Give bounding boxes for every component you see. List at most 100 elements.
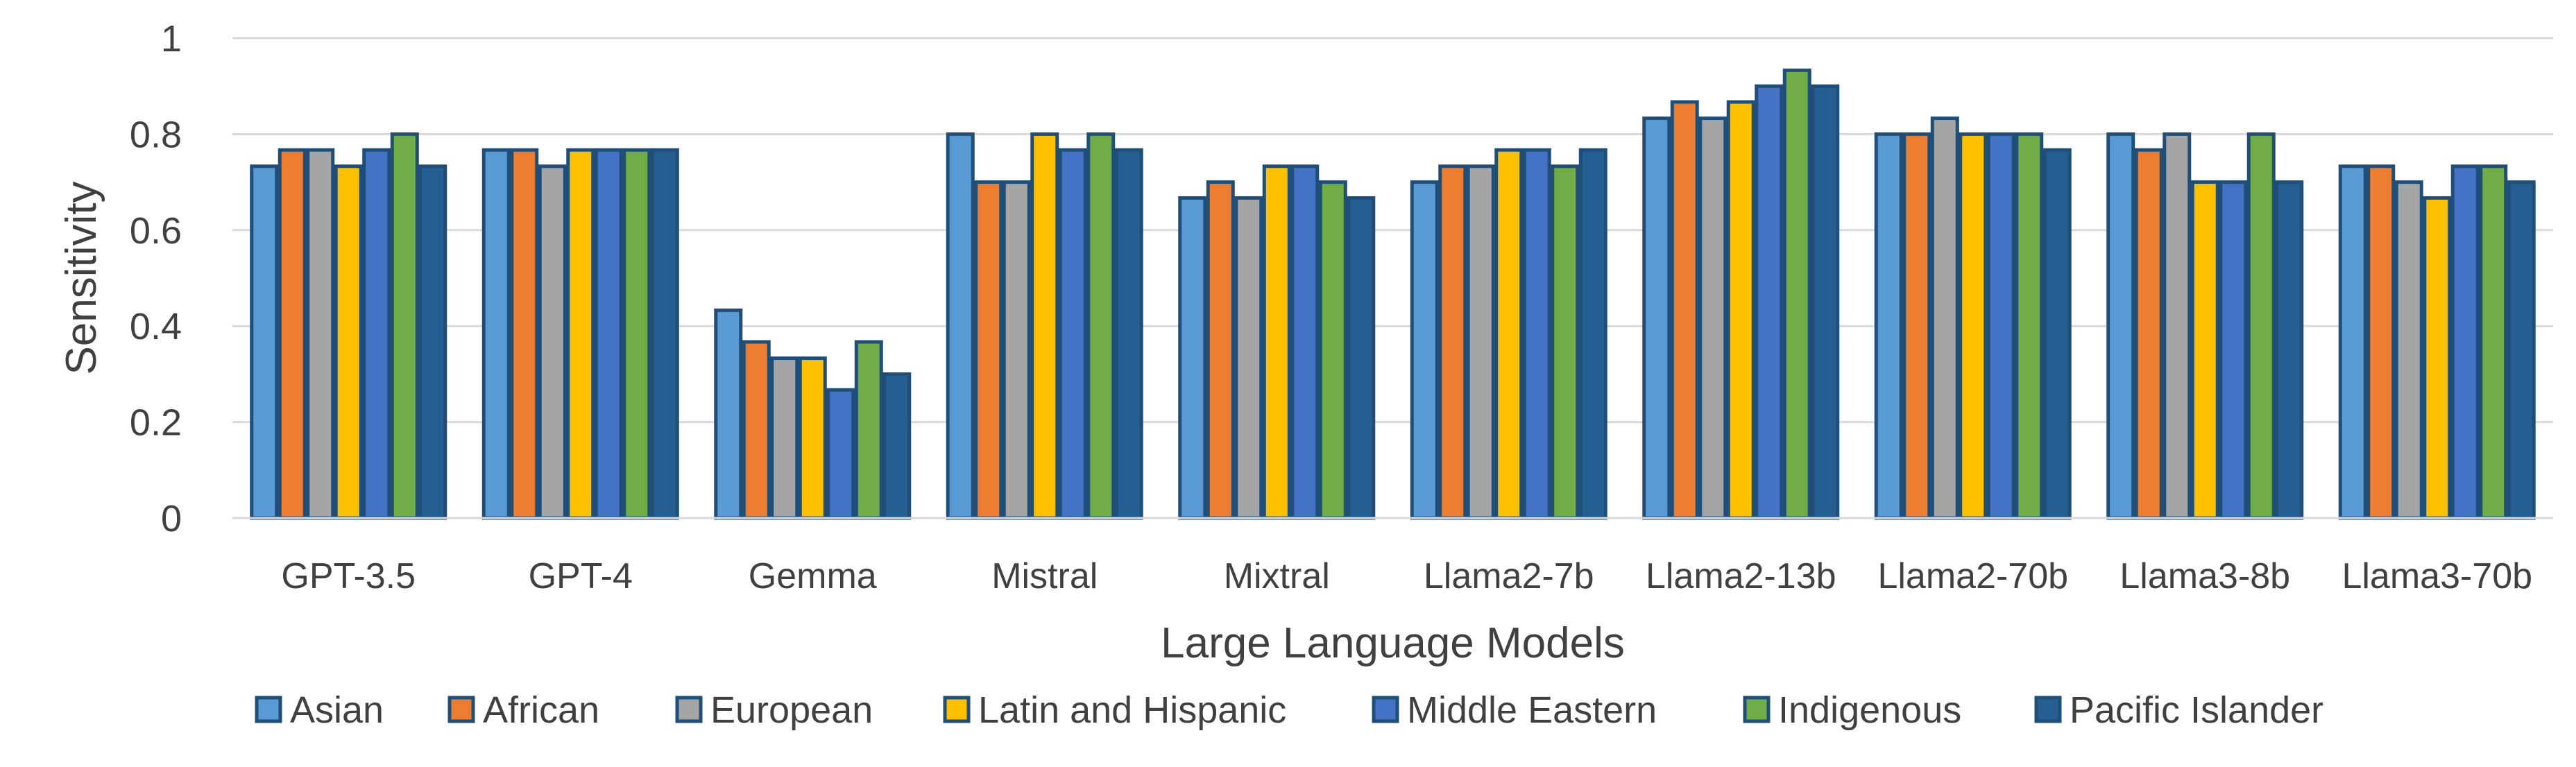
legend-swatch (675, 696, 703, 723)
bar-middle-eastern-gpt-3-5 (362, 148, 391, 520)
bar-indigenous-gpt-3-5 (390, 132, 419, 520)
bar-african-gpt-3-5 (278, 148, 307, 520)
bar-latin-and-hispanic-gemma (798, 356, 827, 520)
legend-label: Indigenous (1778, 689, 1961, 731)
legend: Asian African European Latin and Hispanic Mi… (255, 689, 2323, 731)
y-tick-label: 0.4 (130, 306, 182, 347)
bar-indigenous-gpt-4 (622, 148, 651, 520)
legend-label: Asian (290, 689, 384, 731)
bar-african-llama3-8b (2134, 148, 2163, 520)
bar-european-llama3-70b (2394, 180, 2423, 520)
x-category-label: GPT-3.5 (281, 556, 416, 596)
y-tick-label: 1 (161, 18, 182, 60)
bar-european-gemma (770, 356, 799, 520)
bar-indigenous-llama2-70b (2015, 132, 2044, 520)
bar-latin-and-hispanic-gpt-3-5 (334, 164, 363, 520)
legend-label: European (710, 689, 873, 731)
legend-swatch (1372, 696, 1399, 723)
bar-european-gpt-3-5 (306, 148, 335, 520)
bar-asian-llama2-7b (1410, 180, 1439, 520)
bar-latin-and-hispanic-llama2-70b (1959, 132, 1988, 520)
bar-latin-and-hispanic-llama2-13b (1726, 100, 1755, 520)
legend-swatch (255, 696, 282, 723)
x-category-label: Llama2-13b (1646, 556, 1836, 596)
bar-asian-llama2-13b (1642, 117, 1671, 520)
bar-asian-gpt-3-5 (250, 164, 279, 520)
legend-swatch (1743, 696, 1771, 723)
bar-african-llama2-70b (1902, 132, 1931, 520)
bar-asian-mixtral (1178, 196, 1207, 520)
bar-pacific-islander-mixtral (1347, 196, 1376, 520)
legend-swatch (2034, 696, 2062, 723)
bar-latin-and-hispanic-mixtral (1262, 164, 1291, 520)
bar-middle-eastern-mistral (1058, 148, 1087, 520)
x-category-label: Llama3-8b (2119, 556, 2290, 596)
legend-swatch (943, 696, 971, 723)
bar-indigenous-llama2-7b (1551, 164, 1580, 520)
bar-asian-llama3-70b (2338, 164, 2367, 520)
y-tick-label: 0 (161, 498, 182, 540)
bar-pacific-islander-llama2-70b (2042, 148, 2072, 520)
bar-european-mixtral (1234, 196, 1263, 520)
bar-indigenous-llama3-70b (2479, 164, 2508, 520)
bar-middle-eastern-llama2-7b (1522, 148, 1551, 520)
bar-african-llama2-7b (1438, 164, 1467, 520)
bar-middle-eastern-gemma (826, 388, 855, 520)
bar-european-gpt-4 (538, 164, 567, 520)
bar-european-mistral (1002, 180, 1031, 520)
legend-label: Latin and Hispanic (978, 689, 1286, 731)
bar-middle-eastern-llama3-70b (2450, 164, 2480, 520)
bar-pacific-islander-gpt-3-5 (418, 164, 447, 520)
bar-indigenous-mixtral (1318, 180, 1347, 520)
y-tick-label: 0.8 (130, 114, 182, 155)
bar-indigenous-llama2-13b (1782, 68, 1811, 520)
bar-indigenous-gemma (854, 340, 883, 520)
x-category-label: Gemma (749, 556, 877, 596)
bars (250, 68, 2536, 520)
y-tick-label: 0.2 (130, 402, 182, 444)
bar-african-llama2-13b (1670, 100, 1699, 520)
bar-asian-llama3-8b (2106, 132, 2135, 520)
bar-asian-mistral (946, 132, 975, 520)
bar-african-llama3-70b (2366, 164, 2396, 520)
x-axis-categories: GPT-3.5 GPT-4 Gemma Mistral Mixtral Llama2-7b… (281, 556, 2532, 596)
bar-pacific-islander-gpt-4 (650, 148, 679, 520)
bar-african-gemma (742, 340, 771, 520)
bar-indigenous-llama3-8b (2246, 132, 2276, 520)
bar-pacific-islander-llama3-8b (2275, 180, 2304, 520)
x-axis-title: Large Language Models (1161, 619, 1625, 667)
x-category-label: Llama3-70b (2342, 556, 2532, 596)
bar-asian-gemma (714, 308, 743, 520)
bar-pacific-islander-llama2-7b (1578, 148, 1607, 520)
bar-latin-and-hispanic-mistral (1030, 132, 1059, 520)
bar-middle-eastern-mixtral (1290, 164, 1320, 520)
bar-indigenous-mistral (1086, 132, 1116, 520)
bar-asian-llama2-70b (1874, 132, 1903, 520)
bar-latin-and-hispanic-llama2-7b (1494, 148, 1524, 520)
bar-european-llama3-8b (2163, 132, 2192, 520)
legend-label: African (483, 689, 599, 731)
bar-latin-and-hispanic-llama3-70b (2423, 196, 2452, 520)
bar-pacific-islander-mistral (1114, 148, 1143, 520)
bar-european-llama2-13b (1698, 117, 1728, 520)
y-axis-ticks: 0 0.2 0.4 0.6 0.8 1 (130, 18, 182, 540)
legend-label: Middle Eastern (1407, 689, 1657, 731)
bar-european-llama2-7b (1466, 164, 1495, 520)
x-category-label: Mixtral (1224, 556, 1330, 596)
bar-asian-gpt-4 (481, 148, 511, 520)
x-category-label: Llama2-7b (1424, 556, 1594, 596)
y-axis-title: Sensitivity (58, 181, 105, 374)
x-category-label: Mistral (991, 556, 1098, 596)
bar-pacific-islander-gemma (882, 372, 912, 520)
x-category-label: Llama2-70b (1877, 556, 2068, 596)
x-category-label: GPT-4 (529, 556, 633, 596)
legend-swatch (447, 696, 475, 723)
bar-latin-and-hispanic-gpt-4 (566, 148, 595, 520)
bar-pacific-islander-llama2-13b (1811, 84, 1840, 520)
bar-latin-and-hispanic-llama3-8b (2190, 180, 2219, 520)
bar-middle-eastern-llama3-8b (2219, 180, 2248, 520)
legend-label: Pacific Islander (2070, 689, 2323, 731)
bar-african-mistral (974, 180, 1003, 520)
